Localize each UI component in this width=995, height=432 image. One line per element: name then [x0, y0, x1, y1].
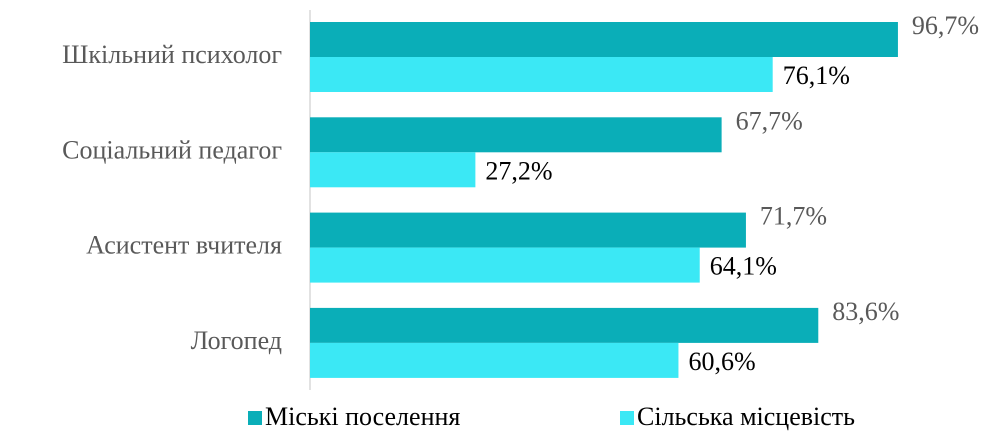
- value-label: 71,7%: [760, 202, 827, 231]
- bar: [310, 247, 700, 283]
- legend-label: Міські поселення: [265, 402, 460, 431]
- bar: [310, 307, 819, 343]
- bar: [310, 342, 679, 378]
- value-label: 60,6%: [688, 347, 755, 376]
- category-label: Соціальний педагог: [62, 135, 282, 164]
- value-label: 27,2%: [485, 156, 552, 185]
- value-label: 76,1%: [783, 61, 850, 90]
- value-label: 67,7%: [736, 106, 803, 135]
- bar: [310, 212, 746, 248]
- bar: [310, 152, 476, 188]
- category-label: Логопед: [191, 326, 282, 355]
- category-label: Асистент вчителя: [86, 231, 282, 260]
- value-label: 96,7%: [912, 11, 979, 40]
- legend-swatch: [620, 411, 634, 425]
- bar: [310, 57, 773, 92]
- bar: [310, 117, 722, 153]
- legend-label: Сільська місцевість: [637, 402, 855, 431]
- bar: [310, 22, 898, 57]
- category-label: Шкільний психолог: [62, 40, 282, 69]
- value-label: 83,6%: [832, 297, 899, 326]
- legend-swatch: [248, 411, 262, 425]
- value-label: 64,1%: [710, 252, 777, 281]
